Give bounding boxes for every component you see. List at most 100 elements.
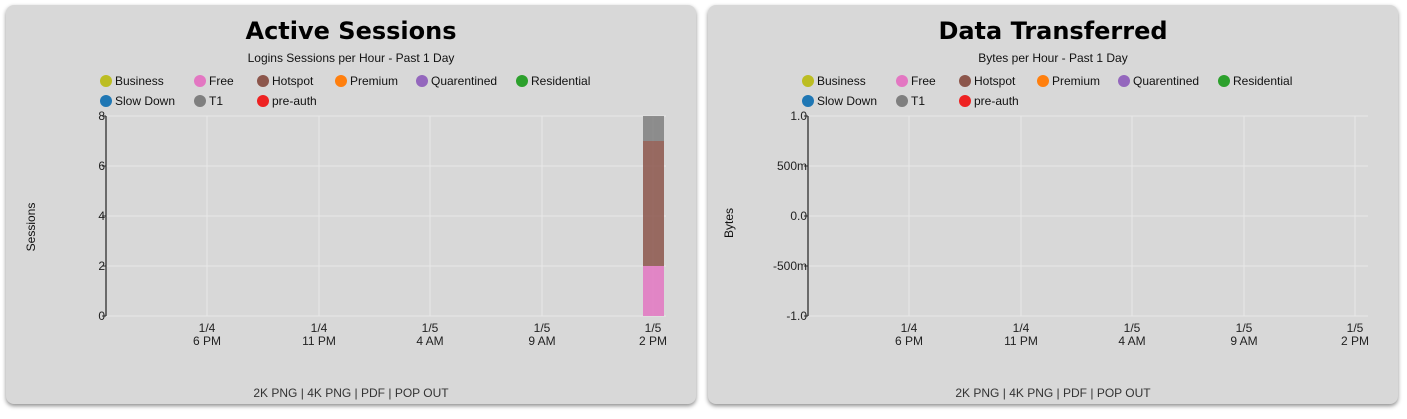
export-pdf-link[interactable]: PDF [1063,386,1088,400]
legend-swatch-icon [802,75,814,87]
legend-item[interactable]: Residential [516,73,590,89]
y-tick-label: 8 [98,109,105,123]
separator: | [1090,386,1094,400]
legend-label: Free [209,74,234,88]
separator: | [388,386,392,400]
x-tick-label-time: 6 PM [895,334,923,348]
legend-item[interactable]: Business [100,73,164,89]
legend-label: pre-auth [272,94,317,108]
legend-item[interactable]: Slow Down [802,93,877,109]
pop-out-link[interactable]: POP OUT [394,386,449,400]
bar-segment-hotspot [643,141,664,266]
chart-title: Active Sessions [245,17,457,45]
separator: | [300,386,304,400]
x-tick-label-time: 9 AM [528,334,555,348]
export-2k-png-link[interactable]: 2K PNG [955,386,1000,400]
legend-swatch-icon [1037,75,1049,87]
legend-item[interactable]: Quarentined [1118,73,1199,89]
legend-label: Quarentined [431,74,498,88]
active-sessions-panel: Active Sessions Logins Sessions per Hour… [6,5,696,404]
y-tick-label: 4 [98,209,105,223]
y-tick-label: 500m [777,159,807,173]
x-tick-label-date: 1/4 [311,321,328,335]
separator: | [1056,386,1060,400]
legend-swatch-icon [257,95,269,107]
export-2k-png-link[interactable]: 2K PNG [253,386,298,400]
x-tick-label-time: 11 PM [1004,334,1038,348]
legend-swatch-icon [100,75,112,87]
legend-swatch-icon [416,75,428,87]
x-tick-label-time: 2 PM [1341,334,1369,348]
x-tick-label-date: 1/4 [199,321,216,335]
x-tick-label-time: 11 PM [302,334,336,348]
x-tick-label-date: 1/4 [901,321,918,335]
chart-subtitle: Bytes per Hour - Past 1 Day [978,51,1128,65]
legend-label: T1 [911,94,926,108]
legend-swatch-icon [1218,75,1230,87]
legend-swatch-icon [516,75,528,87]
legend-swatch-icon [959,75,971,87]
legend-label: Hotspot [974,74,1016,88]
x-tick-label-date: 1/5 [1236,321,1253,335]
x-tick-label-date: 1/4 [1013,321,1030,335]
legend-label: Slow Down [817,94,878,108]
x-tick-label-date: 1/5 [645,321,662,335]
legend-swatch-icon [194,95,206,107]
export-links: 2K PNG | 4K PNG | PDF | POP OUT [6,386,696,400]
legend-label: Residential [531,74,591,88]
y-tick-label: 2 [98,259,105,273]
legend-label: Premium [350,74,399,88]
legend-swatch-icon [100,95,112,107]
y-tick-label: 1.0 [790,109,807,123]
y-tick-label: 0.0 [790,209,807,223]
legend-item[interactable]: Free [194,73,234,89]
legend-swatch-icon [257,75,269,87]
legend-item[interactable]: Hotspot [959,73,1015,89]
legend-label: Free [911,74,936,88]
legend-item[interactable]: T1 [896,93,925,109]
y-tick-label: 6 [98,159,105,173]
export-pdf-link[interactable]: PDF [361,386,386,400]
pop-out-link[interactable]: POP OUT [1096,386,1151,400]
legend-item[interactable]: pre-auth [959,93,1019,109]
separator: | [1002,386,1006,400]
separator: | [354,386,358,400]
legend-swatch-icon [896,75,908,87]
bar-segment-t1 [643,116,664,141]
x-tick-label-time: 6 PM [193,334,221,348]
legend-swatch-icon [959,95,971,107]
legend-swatch-icon [335,75,347,87]
legend-item[interactable]: T1 [194,93,223,109]
legend-label: Slow Down [115,94,176,108]
export-4k-png-link[interactable]: 4K PNG [307,386,352,400]
legend-item[interactable]: Premium [335,73,398,89]
x-tick-label-time: 4 AM [1118,334,1145,348]
data-transferred-panel: Data Transferred Bytes per Hour - Past 1… [708,5,1398,404]
x-tick-label-date: 1/5 [422,321,439,335]
y-tick-label: -1.0 [786,309,807,323]
legend-label: Hotspot [272,74,314,88]
export-4k-png-link[interactable]: 4K PNG [1009,386,1054,400]
legend-item[interactable]: Slow Down [100,93,175,109]
x-tick-label-date: 1/5 [534,321,551,335]
legend-item[interactable]: Quarentined [416,73,497,89]
y-tick-label: -500m [773,259,807,273]
legend-item[interactable]: Business [802,73,866,89]
x-tick-label-date: 1/5 [1124,321,1141,335]
legend-swatch-icon [194,75,206,87]
chart-title: Data Transferred [938,17,1168,45]
legend-label: T1 [209,94,224,108]
legend-swatch-icon [802,95,814,107]
legend-label: pre-auth [974,94,1019,108]
x-tick-label-time: 4 AM [416,334,443,348]
legend-item[interactable]: Residential [1218,73,1292,89]
legend-item[interactable]: Hotspot [257,73,313,89]
legend-item[interactable]: Free [896,73,936,89]
legend-label: Premium [1052,74,1101,88]
legend-item[interactable]: pre-auth [257,93,317,109]
x-tick-label-time: 2 PM [639,334,667,348]
legend-item[interactable]: Premium [1037,73,1100,89]
legend-label: Business [115,74,164,88]
x-tick-label-time: 9 AM [1230,334,1257,348]
